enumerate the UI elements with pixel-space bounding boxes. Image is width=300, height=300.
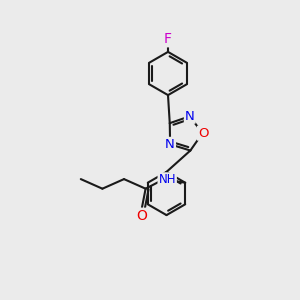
Text: N: N [165, 138, 175, 151]
Text: N: N [185, 110, 195, 123]
Text: O: O [198, 127, 208, 140]
Text: O: O [136, 209, 147, 223]
Text: F: F [164, 32, 172, 46]
Text: NH: NH [158, 173, 176, 186]
